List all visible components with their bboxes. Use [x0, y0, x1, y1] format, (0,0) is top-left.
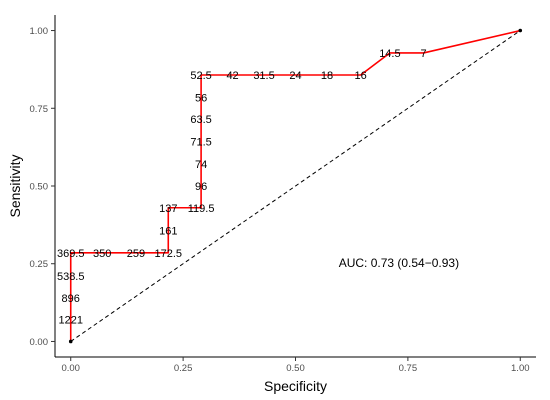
x-tick-label: 1.00: [511, 363, 530, 374]
x-tick-label: 0.50: [286, 363, 305, 374]
y-tick-label: 0.00: [30, 337, 49, 348]
endpoint-dot: [518, 28, 523, 33]
series-layer: [68, 28, 523, 344]
threshold-label: 14.5: [379, 48, 400, 60]
x-tick-label: 0.75: [399, 363, 418, 374]
threshold-label: 259: [127, 248, 145, 260]
threshold-label: 63.5: [190, 114, 211, 126]
threshold-label: 42: [226, 70, 238, 82]
threshold-label: 1221: [58, 315, 82, 327]
threshold-label: 7: [421, 48, 427, 60]
endpoint-dot: [68, 339, 73, 344]
y-tick-label: 1.00: [30, 26, 49, 37]
threshold-label: 31.5: [253, 70, 274, 82]
threshold-label: 71.5: [190, 137, 211, 149]
y-axis-title: Sensitivity: [7, 154, 23, 217]
point-labels-layer: 1221 896 538.5 369.5 350 259 172.5 161 137 119.5 9…: [57, 48, 427, 327]
threshold-label: 56: [195, 92, 207, 104]
threshold-label: 96: [195, 181, 207, 193]
threshold-label: 18: [321, 70, 333, 82]
threshold-label: 24: [289, 70, 301, 82]
x-tick-label: 0.25: [174, 363, 193, 374]
y-tick-label: 0.25: [30, 259, 49, 270]
threshold-label: 172.5: [155, 248, 183, 260]
reference-line: [70, 30, 521, 342]
roc-curve: [69, 29, 521, 342]
threshold-label: 350: [93, 248, 111, 260]
threshold-label: 137: [159, 203, 177, 215]
axes: 0.00 0.25 0.50 0.75 1.00 0.00 0.25 0.50 0.75 1.00: [30, 15, 536, 374]
threshold-label: 74: [195, 159, 207, 171]
x-tick-label: 0.00: [61, 363, 80, 374]
threshold-label: 52.5: [190, 70, 211, 82]
threshold-label: 161: [159, 225, 177, 237]
threshold-label: 369.5: [57, 248, 85, 260]
threshold-label: 896: [62, 293, 80, 305]
threshold-label: 16: [355, 70, 367, 82]
x-axis-title: Specificity: [264, 378, 327, 394]
y-tick-label: 0.50: [30, 182, 49, 193]
threshold-label: 119.5: [188, 203, 215, 215]
threshold-label: 538.5: [57, 271, 85, 283]
auc-annotation: AUC: 0.73 (0.54−0.93): [339, 256, 459, 270]
y-tick-label: 0.75: [30, 104, 49, 115]
